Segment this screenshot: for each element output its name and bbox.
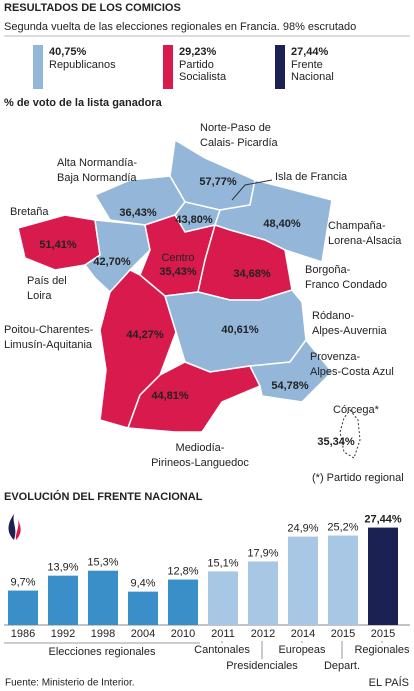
region-name: Franco Condado [305, 279, 387, 291]
value-label: 15,3% [87, 557, 118, 569]
legend-label: Partido [179, 59, 214, 71]
group-label: Regionales [354, 644, 410, 656]
region-name: Ródano- [312, 310, 355, 322]
value-label: 15,1% [207, 557, 238, 569]
region-name: País del [27, 275, 67, 287]
region-name: Calais- Picardía [200, 137, 279, 149]
x-tick-label: 2011 [211, 628, 235, 640]
region-name: Norte-Paso de [200, 122, 271, 134]
x-tick-label: 2014 [291, 628, 315, 640]
region-name: Borgoña- [305, 264, 351, 276]
region-value: 35,43% [159, 266, 197, 278]
legend-swatch [33, 45, 43, 89]
legend-value: 40,75% [49, 46, 87, 58]
region [339, 409, 361, 459]
region-name: Bretaña [10, 206, 49, 218]
value-label: 9,7% [10, 576, 35, 588]
region-value: 35,34% [317, 436, 355, 448]
group-label: Europeas [278, 644, 326, 656]
legend-label: Nacional [291, 71, 334, 83]
region-name: Lorena-Alsacia [328, 235, 402, 247]
bar [368, 527, 398, 625]
bar [248, 561, 278, 625]
region-name: Poitou-Charentes- [4, 324, 94, 336]
region-value: 40,61% [221, 324, 259, 336]
x-tick-label: 2015 [371, 628, 395, 640]
region-name: Limusín-Aquitania [4, 339, 93, 351]
region-value: 57,77% [199, 176, 237, 188]
bar [48, 575, 78, 625]
region-name: Alpes-Costa Azul [310, 366, 394, 378]
region-name: Centro [161, 252, 194, 264]
value-label: 12,8% [167, 565, 198, 577]
legend-label: Socialista [179, 71, 227, 83]
x-tick-label: 2012 [251, 628, 275, 640]
value-label: 25,2% [327, 521, 358, 533]
group-label: Cantonales [194, 644, 250, 656]
region-value: 44,81% [151, 390, 189, 402]
leader [231, 179, 273, 201]
group-label: Presidenciales [226, 660, 298, 672]
map-note: (*) Partido regional [312, 472, 404, 484]
region-name: Alpes-Auvernia [312, 325, 387, 337]
region [126, 361, 262, 433]
x-tick-label: 2015 [331, 628, 355, 640]
region-name: Loira [27, 290, 52, 302]
bar [88, 570, 118, 625]
source: Fuente: Ministerio de Interior. [5, 678, 135, 689]
region-name: Mediodía- [176, 442, 225, 454]
x-tick-label: 2004 [131, 628, 155, 640]
x-tick-label: 1986 [11, 628, 35, 640]
region-name: Pirineos-Languedoc [151, 457, 249, 469]
bar [288, 536, 318, 625]
x-tick-label: 2010 [171, 628, 195, 640]
bar [208, 571, 238, 625]
region-name: Champaña- [328, 220, 386, 232]
title: RESULTADOS DE LOS COMICIOS [4, 2, 181, 14]
group-label: Elecciones regionales [48, 646, 156, 658]
region-value: 44,27% [126, 329, 164, 341]
region-name: Córcega* [333, 404, 380, 416]
legend-swatch [163, 45, 173, 89]
region-name: Alta Normandía- [57, 157, 137, 169]
region-value: 54,78% [271, 380, 309, 392]
value-label: 24,9% [287, 523, 318, 535]
legend-label: Frente [291, 59, 323, 71]
subtitle: Segunda vuelta de las elecciones regiona… [4, 21, 356, 33]
region-value: 43,80% [175, 214, 213, 226]
legend-value: 27,44% [291, 46, 329, 58]
legend-value: 29,23% [179, 46, 217, 58]
x-tick-label: 1998 [91, 628, 115, 640]
region-value: 34,68% [233, 268, 271, 280]
bar [168, 579, 198, 625]
region-value: 48,40% [263, 218, 301, 230]
logo [8, 514, 21, 540]
legend-label: Republicanos [49, 59, 116, 71]
x-tick-label: 1992 [51, 628, 75, 640]
value-label: 17,9% [247, 547, 278, 559]
bar [328, 535, 358, 625]
value-label: 9,4% [130, 578, 155, 590]
bar [8, 590, 38, 625]
region-value: 51,41% [39, 239, 77, 251]
group-label: Depart. [324, 660, 360, 672]
region-name: Provenza- [310, 351, 360, 363]
chart-title: EVOLUCIÓN DEL FRENTE NACIONAL [4, 490, 203, 503]
legend-swatch [275, 45, 285, 89]
region [248, 338, 334, 403]
value-label: 27,44% [364, 513, 402, 525]
region-name: Baja Normandía [57, 172, 137, 184]
map-title: % de voto de la lista ganadora [4, 97, 163, 109]
region-name: Isla de Francia [275, 171, 348, 183]
region-value: 42,70% [93, 256, 131, 268]
brand: EL PAÍS [369, 676, 409, 689]
bar [128, 591, 158, 625]
region-value: 36,43% [119, 207, 157, 219]
value-label: 13,9% [47, 562, 78, 574]
